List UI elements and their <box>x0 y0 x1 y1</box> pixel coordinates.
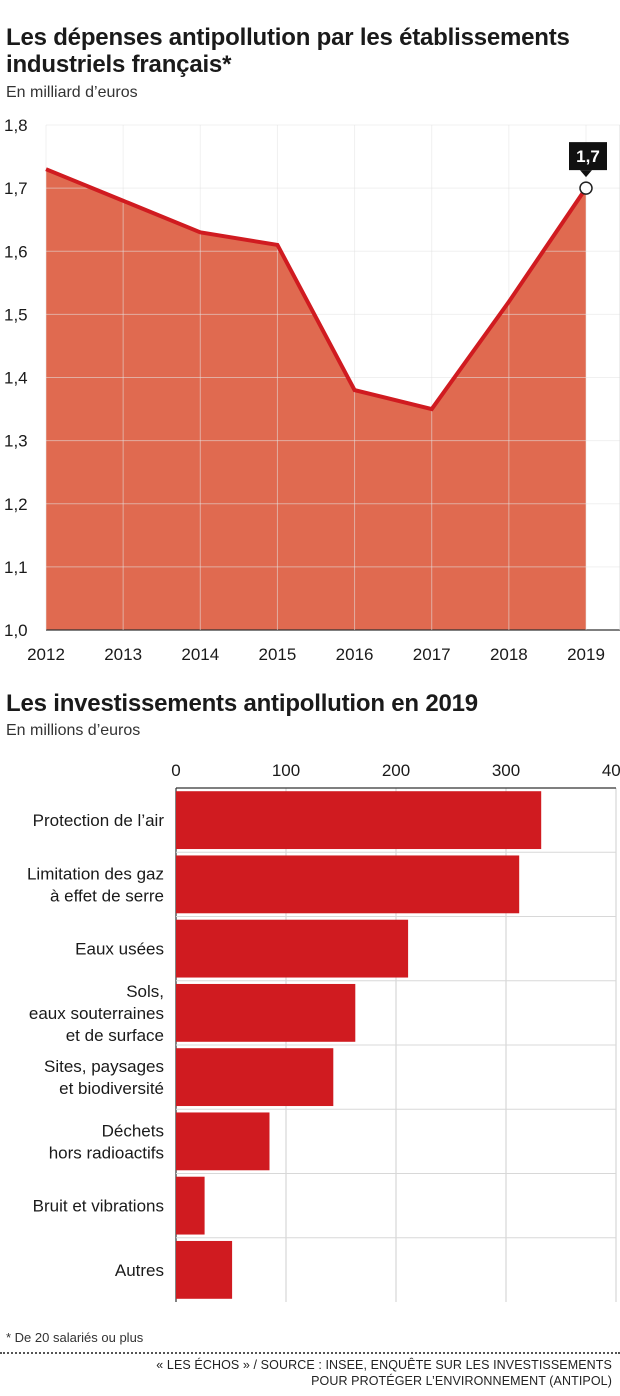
x-tick-label: 2014 <box>181 645 219 664</box>
category-label: et biodiversité <box>59 1079 164 1098</box>
source: « LES ÉCHOS » / SOURCE : INSEE, ENQUÊTE … <box>156 1357 612 1389</box>
x-tick-label: 2012 <box>27 645 65 664</box>
category-label: Eaux usées <box>75 940 164 959</box>
x-tick-label: 2013 <box>104 645 142 664</box>
y-tick-label: 1,2 <box>4 495 28 514</box>
y-tick-label: 1,4 <box>4 369 28 388</box>
area-chart: 1,0 1,1 1,2 1,3 1,4 1,5 1,6 1,7 1,8 2012 2013 2014 2… <box>4 116 620 664</box>
chart2-subtitle: En millions d’euros <box>6 722 141 739</box>
chart1-title: Les dépenses antipollution par les établ… <box>6 24 570 78</box>
last-point-marker <box>579 181 593 195</box>
category-label: Limitation des gaz <box>27 864 164 883</box>
category-label: Protection de l’air <box>33 811 165 830</box>
category-label: Bruit et vibrations <box>33 1197 164 1216</box>
chart2-title: Les investissements antipollution en 201… <box>6 690 478 717</box>
x-tick-label: 2019 <box>567 645 605 664</box>
bar <box>176 983 356 1042</box>
x-tick-label: 100 <box>272 761 300 780</box>
category-label: Autres <box>115 1261 164 1280</box>
category-label: Sites, paysages <box>44 1057 164 1076</box>
y-tick-label: 1,3 <box>4 432 28 451</box>
source-line-2: POUR PROTÉGER L’ENVIRONNEMENT (ANTIPOL) <box>311 1374 612 1388</box>
y-tick-label: 1,1 <box>4 558 28 577</box>
bar <box>176 1240 233 1299</box>
category-label: hors radioactifs <box>49 1143 164 1162</box>
divider <box>0 1352 620 1354</box>
y-tick-label: 1,0 <box>4 621 28 640</box>
annotation-box <box>569 142 607 171</box>
bar <box>176 791 542 850</box>
x-tick-label: 2015 <box>259 645 297 664</box>
area-fill <box>46 169 586 630</box>
category-label: et de surface <box>66 1026 164 1045</box>
x-tick-label: 2018 <box>490 645 528 664</box>
y-tick-label: 1,6 <box>4 242 28 261</box>
annotation-label: 1,7 <box>576 147 600 166</box>
x-tick-label: 2017 <box>413 645 451 664</box>
footnote: * De 20 salariés ou plus <box>6 1330 144 1345</box>
category-label: à effet de serre <box>50 886 164 905</box>
x-tick-label: 200 <box>382 761 410 780</box>
bar <box>176 919 409 978</box>
series-line <box>45 167 588 412</box>
y-tick-label: 1,5 <box>4 305 28 324</box>
category-label: Déchets <box>102 1121 164 1140</box>
x-tick-label: 300 <box>492 761 520 780</box>
bar <box>176 1176 205 1235</box>
x-tick-label: 2016 <box>336 645 374 664</box>
category-label: Sols, <box>126 982 164 1001</box>
x-tick-label: 0 <box>171 761 180 780</box>
y-tick-label: 1,8 <box>4 116 28 135</box>
category-label: eaux souterraines <box>29 1004 164 1023</box>
y-tick-label: 1,7 <box>4 179 28 198</box>
source-line-1: « LES ÉCHOS » / SOURCE : INSEE, ENQUÊTE … <box>156 1358 612 1372</box>
annotation-pointer <box>580 170 592 178</box>
bar <box>176 1048 334 1107</box>
x-tick-label: 400 <box>602 761 620 780</box>
bar <box>176 855 520 914</box>
bar <box>176 1112 270 1171</box>
chart1-subtitle: En milliard d’euros <box>6 84 138 101</box>
